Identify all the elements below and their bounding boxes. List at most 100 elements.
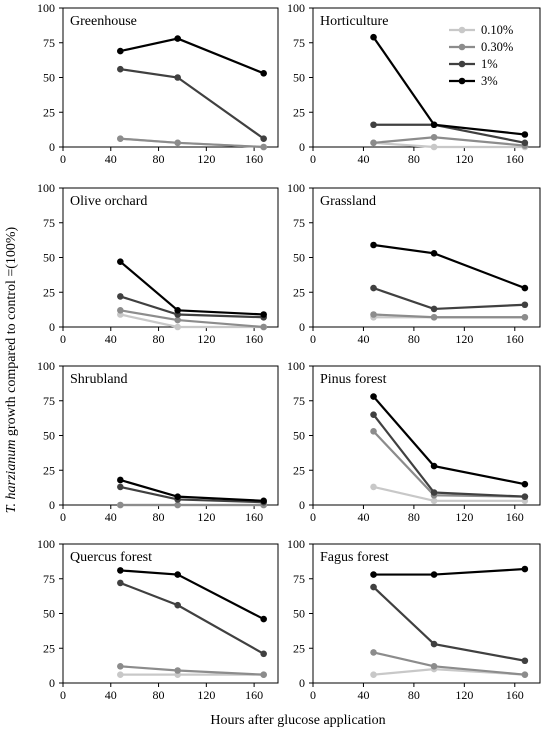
x-tick-label: 0	[60, 332, 66, 346]
y-tick-label: 50	[293, 71, 305, 85]
legend-label: 1%	[481, 57, 498, 71]
y-tick-label: 0	[299, 676, 305, 690]
x-tick-label: 40	[105, 152, 117, 166]
series-line	[119, 260, 264, 316]
data-point	[430, 640, 438, 648]
x-tick-label: 40	[105, 510, 117, 524]
x-tick-label: 40	[357, 688, 369, 702]
x-tick-label: 120	[197, 688, 215, 702]
x-tick-label: 0	[310, 688, 316, 702]
data-point	[260, 311, 267, 318]
data-point	[370, 121, 377, 129]
data-point	[370, 649, 377, 656]
x-tick-label: 120	[455, 510, 473, 524]
data-point	[174, 307, 181, 314]
data-point	[521, 493, 529, 500]
y-tick-label: 0	[299, 140, 305, 154]
x-tick-label: 80	[153, 332, 165, 346]
y-tick-label: 50	[43, 71, 55, 85]
data-point	[370, 583, 377, 591]
panel-title: Olive orchard	[70, 194, 147, 209]
y-tick-label: 75	[293, 572, 305, 586]
x-tick-label: 80	[408, 510, 420, 524]
y-tick-label: 0	[49, 320, 55, 334]
data-point	[370, 139, 377, 147]
panel-8: 0 25 50 75 100 0 40 80 120 160 Fagus forest	[287, 537, 541, 702]
x-tick-label: 80	[153, 510, 165, 524]
x-tick-label: 160	[506, 152, 524, 166]
data-point	[430, 305, 438, 313]
data-point	[370, 33, 377, 41]
data-point	[430, 133, 438, 141]
x-tick-label: 80	[153, 152, 165, 166]
data-point	[117, 307, 124, 314]
x-tick-label: 160	[506, 510, 524, 524]
data-point	[117, 483, 124, 491]
data-point	[174, 323, 181, 331]
data-point	[260, 497, 267, 505]
y-tick-label: 75	[293, 394, 305, 408]
data-point	[370, 671, 377, 678]
data-point	[174, 316, 181, 324]
series-line	[120, 478, 264, 502]
y-tick-label: 100	[287, 537, 305, 551]
data-point	[260, 650, 267, 658]
data-point	[370, 428, 377, 435]
x-tick-label: 160	[506, 688, 524, 702]
data-point	[260, 70, 267, 77]
x-tick-label: 80	[408, 152, 420, 166]
data-point	[370, 241, 377, 249]
series-line	[120, 137, 264, 149]
data-point	[370, 393, 377, 400]
data-point	[370, 284, 377, 292]
series-line	[372, 586, 526, 662]
data-point	[430, 143, 438, 151]
legend-swatch-marker	[458, 77, 466, 85]
data-point	[521, 284, 529, 292]
y-tick-label: 75	[43, 36, 55, 50]
data-point	[174, 571, 181, 578]
panel-7: 0 25 50 75 100 0 40 80 120 160 Quercus forest	[37, 537, 279, 702]
series-line	[373, 243, 526, 290]
x-tick-label: 120	[455, 688, 473, 702]
panel-3: 0 25 50 75 100 0 40 80 120 160 Olive orchard	[37, 181, 279, 346]
panel-2: 0 25 50 75 100 0 40 80 120 160 Horticulture	[287, 1, 541, 166]
series-line	[373, 567, 525, 576]
x-tick-label: 40	[357, 510, 369, 524]
x-tick-label: 0	[60, 688, 66, 702]
y-tick-label: 100	[37, 537, 55, 551]
y-tick-label: 75	[293, 216, 305, 230]
panel-6: 0 25 50 75 100 0 40 80 120 160 Pinus forest	[287, 359, 541, 524]
data-point	[521, 671, 529, 678]
data-point	[117, 567, 124, 574]
data-point	[521, 131, 529, 138]
series-line	[120, 37, 265, 75]
panel-title: Horticulture	[320, 14, 388, 29]
legend-label: 0.30%	[481, 40, 513, 54]
x-tick-label: 120	[197, 332, 215, 346]
y-tick-label: 50	[293, 429, 305, 443]
y-tick-label: 100	[37, 1, 55, 15]
y-axis-label: T. harzianum growth compared to control …	[4, 226, 19, 513]
y-tick-label: 50	[293, 251, 305, 265]
data-point	[260, 135, 267, 142]
data-point	[521, 301, 529, 309]
series-line	[120, 665, 264, 676]
data-point	[430, 250, 438, 257]
x-tick-label: 160	[245, 152, 263, 166]
data-point	[430, 663, 438, 670]
x-tick-label: 0	[60, 152, 66, 166]
x-axis-label: Hours after glucose application	[210, 713, 385, 728]
legend-swatch-marker	[458, 60, 466, 68]
y-tick-label: 100	[37, 181, 55, 195]
data-point	[117, 135, 124, 142]
data-point	[521, 480, 529, 488]
x-tick-label: 40	[105, 688, 117, 702]
x-tick-label: 120	[197, 510, 215, 524]
x-tick-label: 40	[105, 332, 117, 346]
y-tick-label: 25	[43, 105, 55, 119]
y-tick-label: 100	[37, 359, 55, 373]
panel-title: Grassland	[320, 194, 376, 209]
y-tick-label: 25	[43, 463, 55, 477]
panel-4: 0 25 50 75 100 0 40 80 120 160 Grassland	[287, 181, 541, 346]
